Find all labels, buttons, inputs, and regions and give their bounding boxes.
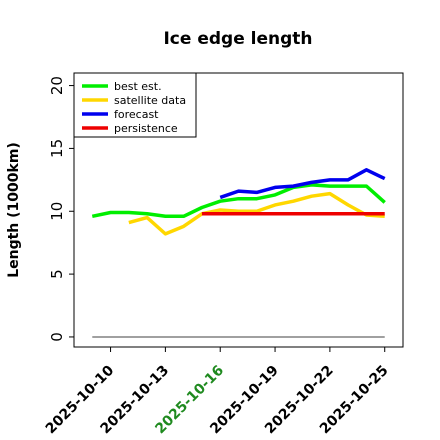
y-tick-label: 0 [48,332,66,342]
legend-entry: best est. [114,80,162,93]
y-axis-label: Length (1000km) [6,142,22,278]
y-tick-label: 10 [48,202,66,221]
y-tick-label: 5 [48,269,66,279]
legend-entry: persistence [114,122,178,135]
series-line-best-est- [91,183,386,219]
chart-title: Ice edge length [163,29,312,49]
series-line-forecast [219,168,386,200]
series-line-satellite-data [128,191,385,236]
legend-entry: satellite data [114,94,186,107]
y-tick-label: 20 [48,76,66,95]
plot-area [91,168,386,338]
legend-entry: forecast [114,108,159,121]
legend: best est.satellite dataforecastpersisten… [73,72,197,138]
y-tick-label: 15 [48,139,66,158]
plot-frame [73,72,404,348]
